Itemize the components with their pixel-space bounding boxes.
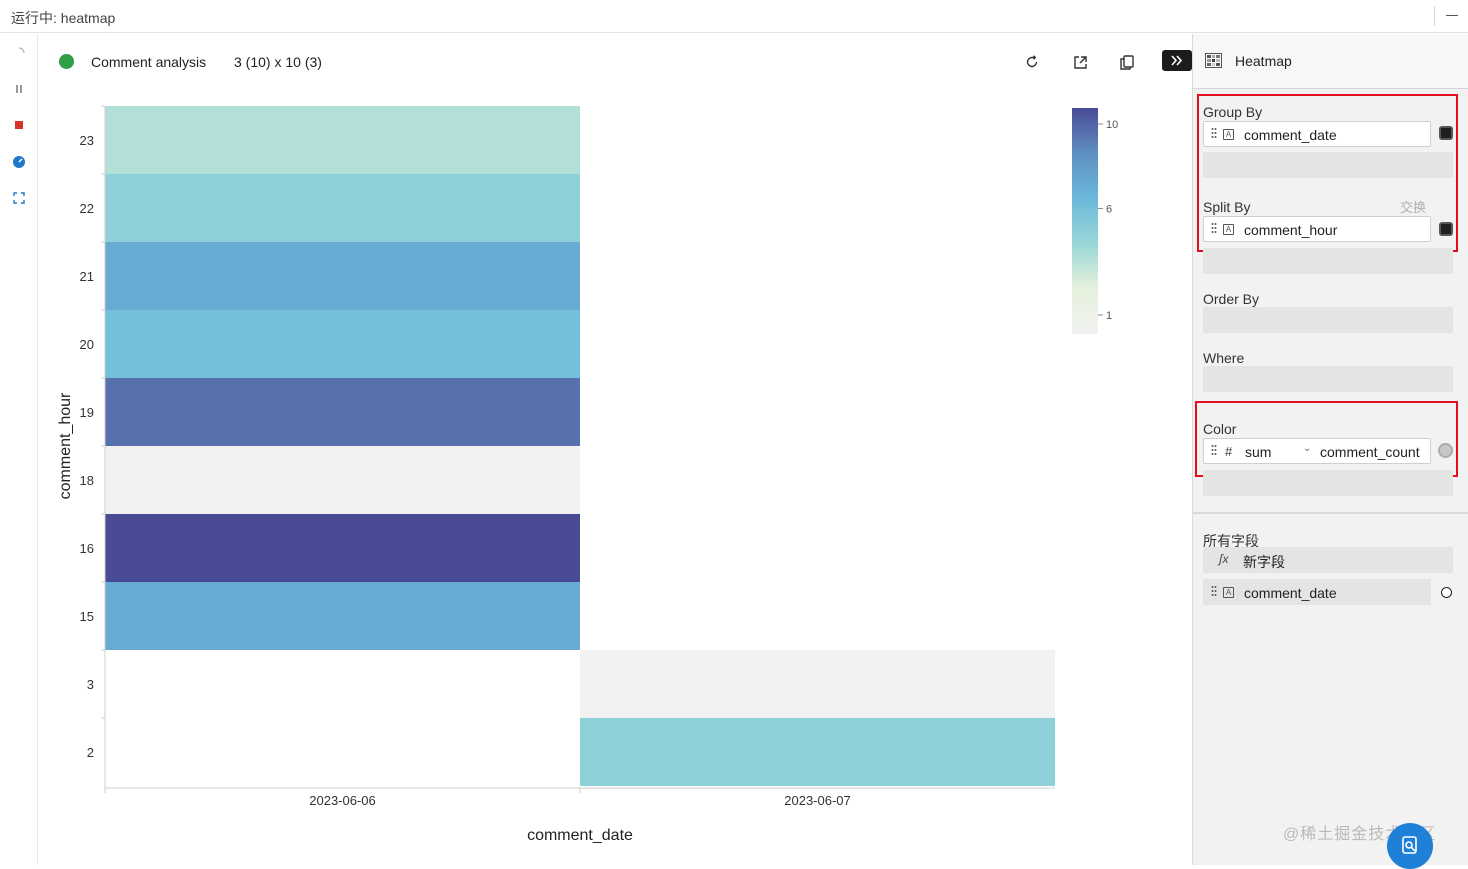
split-by-toggle[interactable] [1439, 222, 1453, 236]
x-tick-label: 2023-06-07 [784, 793, 851, 808]
heatmap-cell [105, 310, 580, 378]
where-dropzone[interactable] [1203, 366, 1453, 392]
drag-handle-icon[interactable] [1211, 585, 1217, 599]
y-tick-label: 20 [80, 337, 94, 352]
text-type-icon: A [1223, 129, 1234, 140]
y-tick-label: 2 [87, 745, 94, 760]
color-field-chip[interactable]: # sum ⌄ comment_count [1203, 438, 1431, 464]
order-by-dropzone[interactable] [1203, 307, 1453, 333]
y-tick-label: 19 [80, 405, 94, 420]
dashboard-gauge-icon[interactable] [10, 153, 28, 171]
heatmap-icon [1205, 53, 1222, 73]
heatmap-cell [105, 514, 580, 582]
external-link-icon[interactable] [1070, 52, 1090, 72]
chevron-down-icon[interactable]: ⌄ [1303, 443, 1312, 454]
order-by-label: Order By [1203, 291, 1260, 307]
field-list-item[interactable]: A comment_date [1203, 579, 1431, 605]
titlebar-divider [1434, 6, 1435, 26]
color-legend-bar [1072, 108, 1098, 334]
heatmap-cell [105, 174, 580, 242]
swap-button[interactable]: 交换 [1400, 200, 1427, 215]
y-tick-label: 23 [80, 133, 94, 148]
group-by-label: Group By [1203, 104, 1263, 120]
stop-icon[interactable] [10, 116, 28, 134]
number-type-icon: # [1225, 444, 1233, 459]
color-dropzone[interactable] [1203, 470, 1453, 496]
group-by-field-name: comment_date [1244, 127, 1337, 143]
group-by-dropzone[interactable] [1203, 152, 1453, 178]
status-indicator [59, 54, 74, 69]
y-tick-label: 22 [80, 201, 94, 216]
legend-tick-label: 6 [1106, 203, 1112, 215]
left-toolbar [0, 34, 38, 865]
chart-type-label: Heatmap [1235, 53, 1292, 69]
color-label: Color [1203, 421, 1237, 437]
aggregate-select[interactable]: sum [1245, 444, 1272, 460]
text-type-icon: A [1223, 224, 1234, 235]
refresh-icon[interactable] [1022, 52, 1042, 72]
drag-handle-icon[interactable] [1211, 444, 1217, 458]
heatmap-cell [105, 378, 580, 446]
help-chat-button[interactable] [1387, 823, 1433, 869]
color-field-name: comment_count [1320, 444, 1420, 460]
new-field-button[interactable]: ʃx 新字段 [1203, 547, 1453, 573]
x-axis-title: comment_date [527, 827, 633, 844]
legend-tick-label: 1 [1106, 310, 1112, 322]
chart-dimensions: 3 (10) x 10 (3) [234, 54, 322, 70]
x-tick-label: 2023-06-06 [309, 793, 376, 808]
y-tick-label: 16 [80, 541, 94, 556]
chart-panel: Comment analysis 3 (10) x 10 (3) 23 22 21 2… [38, 34, 1192, 865]
color-mode-toggle[interactable] [1438, 443, 1453, 458]
text-type-icon: A [1223, 587, 1234, 598]
group-by-toggle[interactable] [1439, 126, 1453, 140]
double-chevron-right-icon[interactable] [1162, 50, 1192, 71]
function-icon: ʃx [1219, 552, 1229, 566]
split-by-label: Split By [1203, 199, 1251, 215]
y-axis-title: comment_hour [57, 392, 74, 499]
split-by-field-name: comment_hour [1244, 222, 1338, 238]
copy-icon[interactable] [1117, 52, 1137, 72]
heatmap-cell [105, 106, 580, 174]
heatmap-cell [105, 582, 580, 650]
chart-type-header[interactable]: Heatmap [1193, 34, 1468, 89]
split-by-field-chip[interactable]: A comment_hour [1203, 216, 1431, 242]
group-by-field-chip[interactable]: A comment_date [1203, 121, 1431, 147]
settings-sidebar: Heatmap Group By A comment_date Split By… [1192, 34, 1468, 869]
sidebar-divider [1193, 512, 1468, 514]
chart-title: Comment analysis [91, 54, 207, 70]
y-tick-label: 3 [87, 677, 94, 692]
drag-handle-icon[interactable] [1211, 222, 1217, 236]
legend-tick-label: 10 [1106, 119, 1118, 131]
pause-icon[interactable] [10, 80, 28, 98]
y-tick-label: 21 [80, 269, 94, 284]
fullscreen-icon[interactable] [10, 189, 28, 207]
all-fields-label: 所有字段 [1203, 533, 1259, 549]
minimize-icon[interactable] [1446, 15, 1458, 16]
where-label: Where [1203, 350, 1245, 366]
window-title: 运行中: heatmap [11, 10, 116, 26]
loading-spinner-icon [10, 44, 28, 62]
y-tick-label: 15 [80, 609, 94, 624]
heatmap-cell [105, 242, 580, 310]
field-select-toggle[interactable] [1441, 587, 1452, 598]
split-by-dropzone[interactable] [1203, 248, 1453, 274]
new-field-label: 新字段 [1243, 554, 1285, 570]
drag-handle-icon[interactable] [1211, 127, 1217, 141]
heatmap-cell [580, 650, 1055, 718]
field-name: comment_date [1244, 585, 1337, 601]
y-tick-label: 18 [80, 473, 94, 488]
heatmap-cell [580, 718, 1055, 786]
heatmap-cell [105, 446, 580, 514]
window-titlebar: 运行中: heatmap [0, 0, 1468, 33]
